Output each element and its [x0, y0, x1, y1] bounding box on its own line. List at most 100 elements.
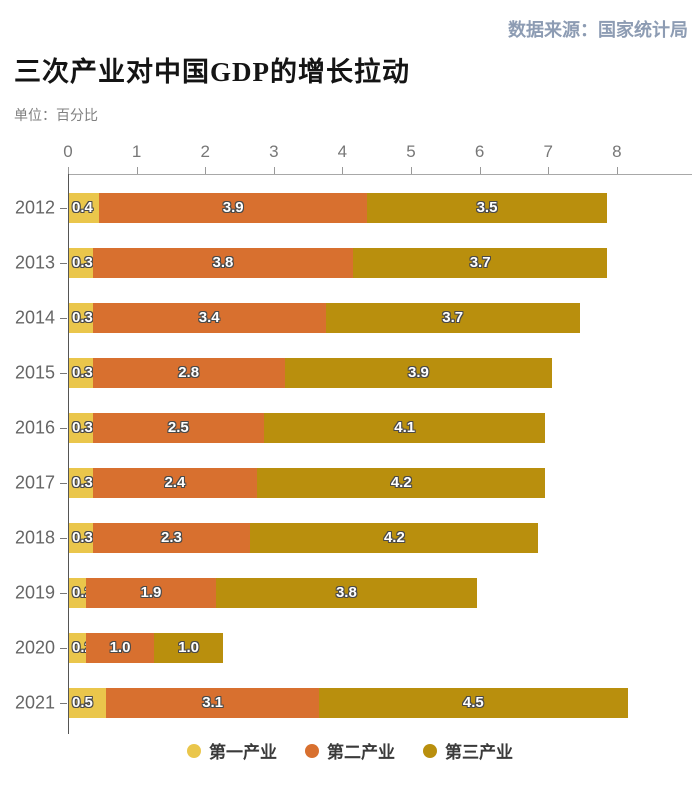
bar-segment: 0.3: [69, 467, 93, 498]
year-tick-mark: [60, 207, 67, 209]
bar-value-label: 2.5: [167, 419, 189, 436]
legend-item: 第三产业: [423, 738, 513, 763]
bar-value-label: 2.8: [178, 364, 200, 381]
bar-value-label: 3.8: [335, 584, 357, 601]
chart-row: 2012 0.4 3.9 3.5: [0, 180, 700, 235]
year-label: 2018: [14, 527, 55, 547]
bar-value-label: 3.5: [476, 199, 498, 216]
bar-value-label: 0.3: [72, 529, 93, 546]
bar-value-label: 4.5: [462, 694, 484, 711]
chart-row: 2019 0.2 1.9 3.8: [0, 565, 700, 620]
stacked-bar: 0.3 3.4 3.7: [69, 302, 580, 333]
bar-value-label: 4.2: [383, 529, 405, 546]
bar-value-label: 3.4: [198, 309, 220, 326]
x-axis-tick-label: 1: [131, 142, 142, 161]
stacked-bar: 0.2 1.0 1.0: [69, 632, 223, 663]
year-label: 2016: [14, 417, 55, 437]
year-label: 2013: [14, 252, 55, 272]
bar-value-label: 3.9: [407, 364, 429, 381]
bar-value-label: 0.3: [72, 364, 93, 381]
y-axis-line: [68, 174, 69, 734]
data-source-credit: 数据来源：国家统计局: [508, 20, 688, 40]
bar-value-label: 4.1: [394, 419, 416, 436]
year-tick-mark: [60, 482, 67, 484]
x-axis-tick-mark: [479, 167, 481, 174]
chart-row: 2018 0.3 2.3 4.2: [0, 510, 700, 565]
x-axis-tick-label: 2: [200, 142, 210, 161]
bar-segment: 3.7: [325, 302, 580, 333]
bar-value-label: 0.3: [72, 419, 93, 436]
x-axis-tick-mark: [205, 167, 207, 174]
x-axis-tick-mark: [68, 167, 69, 174]
bar-value-label: 0.5: [72, 694, 93, 711]
legend-item: 第一产业: [187, 738, 277, 763]
bar-segment: 0.3: [69, 412, 93, 443]
year-tick-mark: [60, 592, 67, 594]
year-label: 2020: [14, 637, 55, 657]
x-axis-tick-mark: [411, 167, 412, 174]
bar-segment: 0.3: [69, 302, 93, 333]
bar-segment: 3.5: [366, 192, 608, 223]
x-axis-tick-label: 4: [337, 142, 348, 161]
bar-value-label: 0.4: [72, 199, 93, 216]
year-tick-mark: [60, 427, 67, 429]
x-axis-tick-label: 8: [612, 142, 622, 161]
bar-segment: 0.2: [69, 632, 93, 663]
legend-item: 第二产业: [305, 738, 395, 763]
x-axis-tick-label: 3: [269, 142, 279, 161]
bar-value-label: 0.3: [72, 309, 93, 326]
year-label: 2017: [14, 472, 55, 492]
bar-segment: 3.8: [92, 247, 354, 278]
bar-value-label: 3.7: [469, 254, 491, 271]
legend-color-dot: [423, 743, 437, 758]
bar-segment: 4.1: [264, 412, 546, 443]
year-tick-mark: [60, 317, 67, 319]
stacked-bar: 0.3 2.8 3.9: [69, 357, 553, 388]
bar-segment: 4.5: [318, 687, 628, 718]
bar-value-label: 2.4: [164, 474, 186, 491]
bar-segment: 3.1: [106, 687, 319, 718]
bar-segment: 4.2: [250, 522, 539, 553]
x-axis-tick-mark: [136, 167, 138, 174]
bar-value-label: 1.9: [140, 584, 162, 601]
year-tick-mark: [60, 372, 67, 374]
chart-title: 三次产业对中国GDP的增长拉动: [14, 57, 410, 87]
stacked-bar: 0.3 3.8 3.7: [69, 247, 608, 278]
bar-segment: 3.9: [99, 192, 367, 223]
stacked-bar: 0.3 2.4 4.2: [69, 467, 546, 498]
chart-row: 2017 0.3 2.4 4.2: [0, 455, 700, 510]
bar-segment: 1.0: [85, 632, 155, 663]
legend: 第一产业 第二产业 第三产业: [0, 738, 700, 763]
bar-segment: 4.2: [257, 467, 546, 498]
chart-row: 2015 0.3 2.8 3.9: [0, 345, 700, 400]
year-label: 2021: [14, 692, 55, 712]
bar-value-label: 2.3: [161, 529, 182, 546]
stacked-bar: 0.4 3.9 3.5: [69, 192, 608, 223]
bar-segment: 0.3: [69, 247, 93, 278]
chart-row: 2021 0.5 3.1 4.5: [0, 675, 700, 730]
bar-segment: 3.7: [353, 247, 608, 278]
x-axis-tick-mark: [616, 167, 618, 174]
bar-segment: 2.5: [92, 412, 265, 443]
chart-row: 2016 0.3 2.5 4.1: [0, 400, 700, 455]
bar-value-label: 1.0: [109, 639, 131, 656]
year-label: 2014: [14, 307, 55, 327]
chart-row: 2014 0.3 3.4 3.7: [0, 290, 700, 345]
year-tick-mark: [60, 702, 67, 704]
bar-value-label: 3.7: [442, 309, 464, 326]
chart-row: 2013 0.3 3.8 3.7: [0, 235, 700, 290]
bar-segment: 2.3: [92, 522, 251, 553]
bar-segment: 3.9: [284, 357, 553, 388]
bar-rows: 2012 0.4 3.9 3.5 2013 0.3 3.8 3.7 2014 0.3 3.4 3.7 2…: [0, 180, 700, 730]
bar-segment: 2.4: [92, 467, 258, 498]
bar-segment: 3.4: [92, 302, 326, 333]
bar-value-label: 3.9: [222, 199, 244, 216]
bar-segment: 3.8: [216, 577, 477, 608]
stacked-bar: 0.5 3.1 4.5: [69, 687, 628, 718]
chart-plot-area: 2012 0.4 3.9 3.5 2013 0.3 3.8 3.7 2014 0.3 3.4 3.7 2…: [0, 140, 700, 800]
legend-color-dot: [305, 743, 319, 758]
bar-value-label: 0.3: [72, 254, 93, 271]
bar-segment: 0.3: [69, 357, 93, 388]
stacked-bar: 0.3 2.3 4.2: [69, 522, 539, 553]
bar-segment: 1.9: [85, 577, 217, 608]
